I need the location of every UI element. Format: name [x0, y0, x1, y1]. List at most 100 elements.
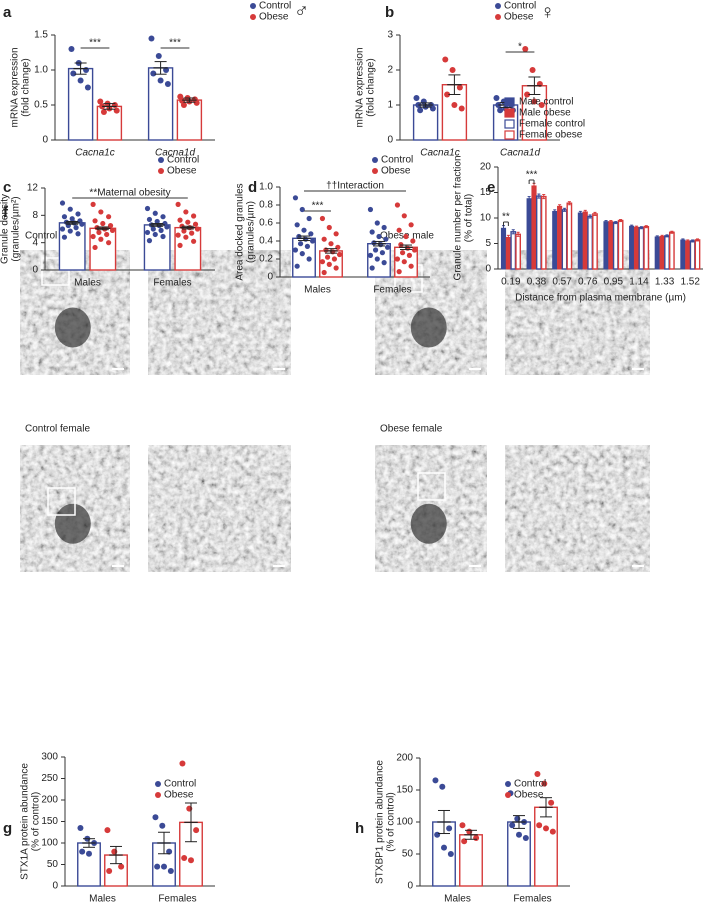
bar	[668, 231, 675, 270]
x-tick-label: Cacna1c	[75, 148, 114, 159]
annotation: ***	[89, 38, 101, 49]
data-point	[148, 35, 155, 42]
data-point	[158, 227, 164, 233]
bar	[633, 226, 640, 270]
legend-label: Male control	[519, 97, 573, 108]
data-point	[399, 250, 406, 256]
data-point	[146, 216, 153, 223]
data-point	[86, 850, 92, 857]
x-tick-label: 0.57	[552, 277, 572, 288]
data-point	[181, 855, 188, 862]
error-bar	[644, 225, 648, 229]
error-bar	[639, 226, 643, 230]
bar	[500, 227, 507, 270]
panel-letter: g	[3, 820, 12, 837]
error-bar	[64, 220, 80, 225]
error-bar	[562, 207, 567, 212]
data-point	[164, 224, 170, 230]
y-tick-label: 5	[485, 238, 491, 249]
data-point	[294, 222, 300, 228]
data-point	[294, 263, 300, 269]
y-tick-label: 250	[41, 773, 58, 784]
error-bar	[681, 238, 685, 242]
data-point	[524, 91, 531, 98]
bar	[643, 225, 650, 270]
data-point	[83, 67, 90, 73]
bar	[603, 221, 609, 270]
data-point	[384, 244, 391, 250]
data-point	[473, 835, 480, 841]
error-bar	[102, 103, 117, 110]
error-bar	[578, 210, 582, 215]
y-tick-label: 0	[42, 135, 48, 146]
y-tick-label: 10	[480, 213, 492, 224]
y-tick-label: 20	[480, 162, 492, 173]
legend-swatch	[505, 792, 511, 798]
error-bar	[593, 211, 597, 216]
y-tick-label: 2	[387, 65, 393, 76]
data-point	[331, 256, 338, 262]
annotation: ††Interaction	[326, 181, 384, 192]
error-bar	[588, 214, 592, 219]
bar	[566, 202, 573, 270]
data-point	[439, 783, 446, 790]
data-point	[376, 233, 382, 240]
data-point	[79, 848, 86, 855]
y-tick-label: 0	[407, 881, 413, 892]
panel-letter: c	[3, 179, 11, 196]
data-point	[90, 233, 96, 240]
error-bar	[157, 831, 171, 855]
annotation: **Maternal obesity	[89, 188, 170, 199]
data-point	[321, 236, 327, 242]
bar	[510, 231, 517, 270]
legend-swatch	[158, 168, 164, 174]
data-point	[179, 760, 186, 767]
legend-swatch	[504, 108, 515, 118]
error-bar	[324, 248, 338, 254]
data-point	[442, 56, 449, 63]
data-point	[299, 206, 305, 213]
data-point	[509, 822, 516, 829]
data-point	[177, 217, 183, 223]
y-axis-label: (granules/µm)	[246, 201, 257, 263]
data-point	[413, 95, 420, 101]
x-tick-label: 1.33	[655, 277, 675, 288]
bar	[531, 185, 537, 270]
data-point	[541, 780, 548, 787]
data-point	[104, 231, 110, 238]
legend-swatch	[250, 14, 256, 20]
data-point	[100, 220, 106, 227]
nucleus	[54, 307, 91, 348]
error-bar	[567, 201, 571, 206]
data-point	[155, 53, 162, 59]
data-point	[154, 218, 160, 225]
error-bar	[670, 230, 674, 234]
error-bar	[95, 226, 111, 231]
data-point	[180, 102, 187, 108]
x-tick-label: Cacna1c	[420, 148, 459, 159]
error-bar	[73, 62, 88, 75]
data-point	[543, 825, 549, 832]
data-point	[319, 215, 326, 222]
data-point	[531, 98, 538, 105]
data-point	[79, 221, 85, 227]
data-point	[292, 247, 299, 253]
data-point	[92, 244, 98, 251]
data-point	[319, 259, 326, 265]
error-bar	[506, 234, 510, 240]
data-point	[548, 799, 555, 806]
bar	[540, 195, 547, 270]
inset-box	[417, 472, 446, 501]
data-point	[367, 252, 374, 258]
bar	[441, 83, 468, 141]
legend-label: Control	[381, 155, 413, 166]
data-point	[410, 238, 416, 244]
annotation: ***	[526, 170, 538, 181]
data-point	[175, 232, 181, 238]
y-tick-label: 0	[387, 135, 393, 146]
data-point	[522, 835, 529, 841]
bar	[176, 99, 203, 141]
error-bar	[604, 220, 608, 224]
error-bar	[537, 193, 541, 199]
data-point	[441, 844, 447, 851]
